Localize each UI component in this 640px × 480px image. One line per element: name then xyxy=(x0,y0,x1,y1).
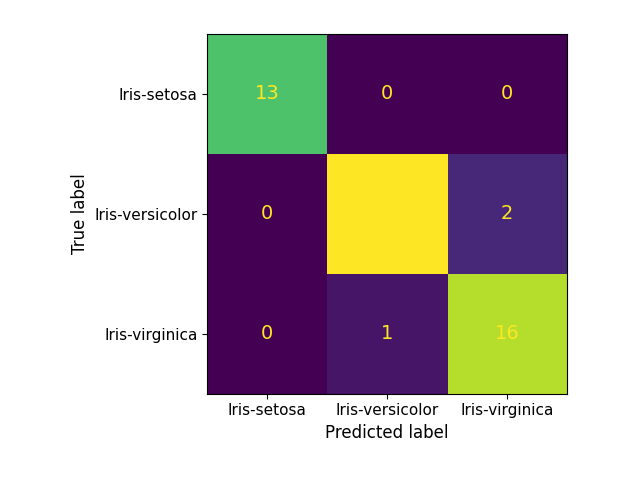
Text: 18: 18 xyxy=(375,204,399,223)
Text: 0: 0 xyxy=(381,84,394,103)
X-axis label: Predicted label: Predicted label xyxy=(326,424,449,442)
Text: 0: 0 xyxy=(261,324,273,343)
Text: 1: 1 xyxy=(381,324,394,343)
Y-axis label: True label: True label xyxy=(70,173,89,254)
Text: 0: 0 xyxy=(501,84,513,103)
Text: 0: 0 xyxy=(261,204,273,223)
Text: 16: 16 xyxy=(495,324,520,343)
Text: 13: 13 xyxy=(255,84,280,103)
Text: 2: 2 xyxy=(501,204,513,223)
